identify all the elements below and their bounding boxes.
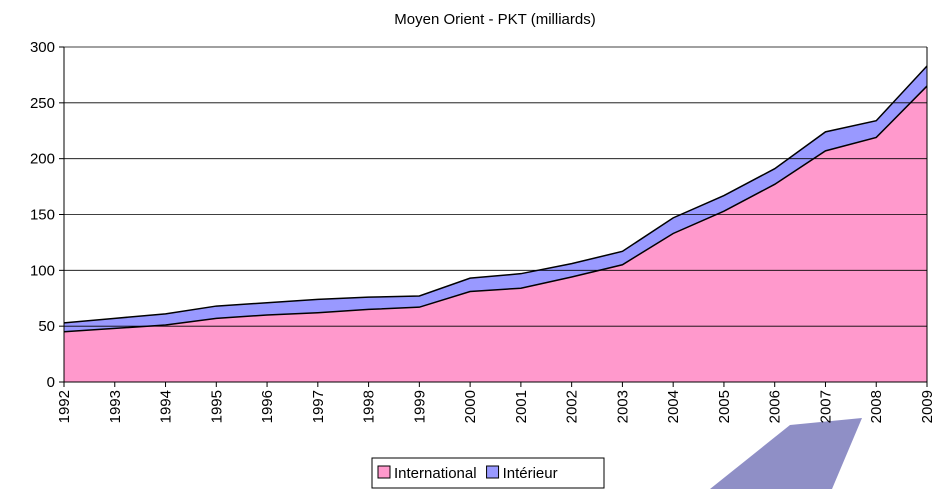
x-tick-label: 1996 [259,390,276,423]
x-tick-label: 2000 [462,390,479,423]
y-tick-label: 150 [30,207,55,224]
y-tick-label: 0 [47,374,55,391]
x-tick-label: 1994 [158,390,175,423]
chart-title: Moyen Orient - PKT (milliards) [394,11,595,28]
x-tick-label: 1992 [56,390,73,423]
x-tick-label: 2007 [817,390,834,423]
x-tick-label: 2008 [868,390,885,423]
decorative-shape [710,418,862,489]
x-tick-label: 2004 [665,390,682,423]
legend-swatch [377,465,391,479]
legend: International Intérieur [371,457,605,489]
x-tick-label: 1998 [361,390,378,423]
x-tick-label: 2009 [919,390,936,423]
x-tick-label: 1999 [411,390,428,423]
x-tick-label: 2003 [614,390,631,423]
x-tick-label: 1993 [107,390,124,423]
area [64,65,927,332]
y-tick-label: 50 [38,318,55,335]
legend-label: International [394,465,477,482]
x-tick-label: 2001 [513,390,530,423]
y-tick-label: 250 [30,95,55,112]
x-tick-label: 1995 [208,390,225,423]
x-tick-label: 2006 [767,390,784,423]
x-tick-label: 2005 [716,390,733,423]
area-edge [63,85,928,333]
y-tick-label: 200 [30,151,55,168]
legend-swatch [486,465,500,479]
legend-label: Intérieur [503,465,558,482]
y-tick-label: 300 [30,39,55,56]
x-tick-label: 2002 [564,390,581,423]
area [64,86,927,382]
x-tick-label: 1997 [310,390,327,423]
y-tick-label: 100 [30,262,55,279]
area-edge [63,65,928,324]
